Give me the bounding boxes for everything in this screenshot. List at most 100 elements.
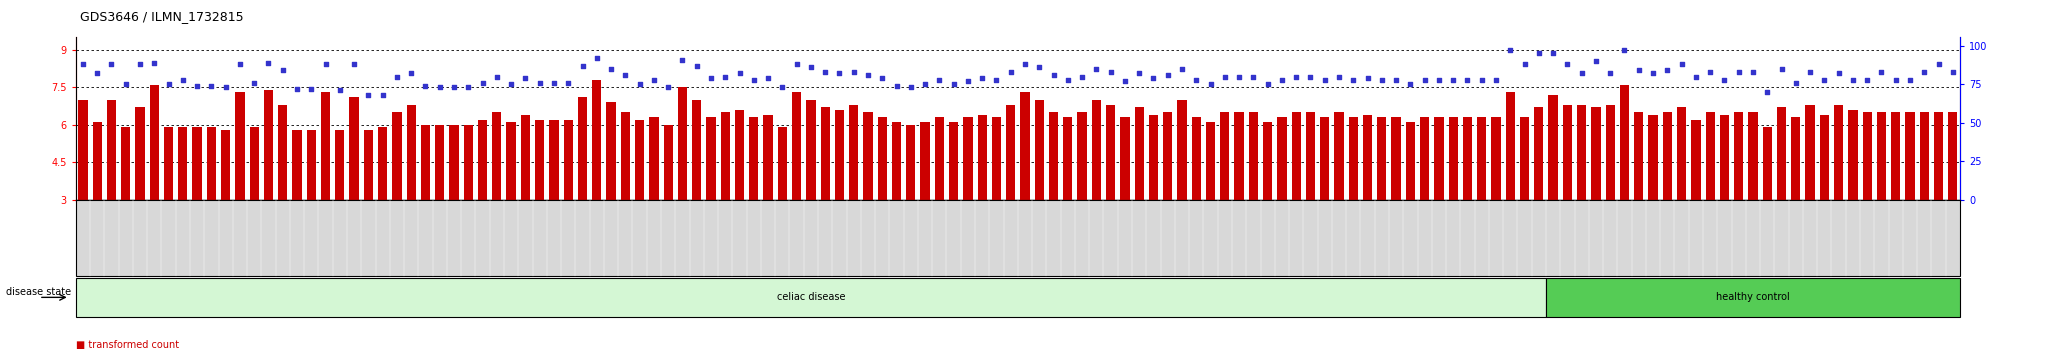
Point xyxy=(295,86,328,92)
Point xyxy=(537,80,569,86)
Bar xyxy=(592,80,602,200)
Bar xyxy=(1778,107,1786,200)
Bar xyxy=(1563,105,1573,200)
Bar xyxy=(1077,112,1087,200)
Bar xyxy=(1806,105,1815,200)
Point xyxy=(551,80,584,86)
Point xyxy=(780,61,813,67)
Bar xyxy=(977,115,987,200)
Point xyxy=(909,81,942,87)
Bar xyxy=(963,117,973,200)
Point xyxy=(166,77,199,82)
Bar xyxy=(1720,115,1729,200)
Point xyxy=(1765,66,1798,72)
Point xyxy=(367,92,399,98)
Point xyxy=(737,77,770,82)
Bar xyxy=(178,127,188,200)
Point xyxy=(453,85,485,90)
Point xyxy=(1352,75,1384,81)
Point xyxy=(1008,61,1040,67)
Bar xyxy=(764,115,772,200)
Point xyxy=(752,75,784,81)
Point xyxy=(424,85,457,90)
Bar xyxy=(1376,117,1386,200)
Point xyxy=(766,85,799,90)
Point xyxy=(651,85,684,90)
Point xyxy=(1108,78,1141,84)
Bar xyxy=(692,100,700,200)
Bar xyxy=(821,107,829,200)
Point xyxy=(1208,74,1241,79)
Point xyxy=(594,66,627,72)
Point xyxy=(1737,69,1769,75)
Bar xyxy=(520,115,530,200)
Point xyxy=(1395,81,1427,87)
Point xyxy=(266,68,299,73)
Point xyxy=(1923,61,1956,67)
Point xyxy=(1065,74,1098,79)
Bar xyxy=(563,120,573,200)
Bar xyxy=(721,112,729,200)
Point xyxy=(1137,75,1169,81)
Bar xyxy=(506,122,516,200)
Point xyxy=(1622,68,1655,73)
Bar xyxy=(1606,105,1616,200)
Point xyxy=(1937,69,1970,75)
Bar xyxy=(1221,112,1229,200)
Point xyxy=(1636,70,1669,76)
Point xyxy=(565,63,598,69)
Point xyxy=(1180,77,1212,82)
Bar xyxy=(1905,112,1915,200)
Point xyxy=(881,83,913,88)
Point xyxy=(1309,77,1341,82)
Point xyxy=(1837,77,1870,82)
Point xyxy=(1909,69,1942,75)
Point xyxy=(1438,77,1470,82)
Bar xyxy=(1034,100,1044,200)
Point xyxy=(1894,77,1927,82)
Point xyxy=(623,81,655,87)
Bar xyxy=(78,100,88,200)
Bar xyxy=(1264,122,1272,200)
Bar xyxy=(1405,122,1415,200)
Bar xyxy=(1948,112,1958,200)
Point xyxy=(109,81,141,87)
Bar xyxy=(1876,112,1886,200)
Point xyxy=(580,55,612,61)
Point xyxy=(1823,70,1855,76)
Bar xyxy=(1307,112,1315,200)
Text: GDS3646 / ILMN_1732815: GDS3646 / ILMN_1732815 xyxy=(80,10,244,23)
Point xyxy=(1479,77,1511,82)
Bar xyxy=(106,100,117,200)
Bar xyxy=(1235,112,1243,200)
Bar xyxy=(750,117,758,200)
Point xyxy=(1266,77,1298,82)
Bar xyxy=(1792,117,1800,200)
Bar xyxy=(379,127,387,200)
Point xyxy=(981,77,1014,82)
Point xyxy=(666,57,698,62)
Bar xyxy=(393,112,401,200)
Point xyxy=(281,86,313,92)
Point xyxy=(510,75,543,81)
Bar xyxy=(778,127,786,200)
Point xyxy=(967,75,999,81)
Bar xyxy=(807,100,815,200)
Point xyxy=(223,61,256,67)
Bar xyxy=(707,117,715,200)
Bar xyxy=(408,105,416,200)
Bar xyxy=(905,125,915,200)
Bar xyxy=(621,112,631,200)
Bar xyxy=(1692,120,1700,200)
Bar xyxy=(1448,117,1458,200)
Bar xyxy=(1534,107,1544,200)
Point xyxy=(809,69,842,75)
Bar xyxy=(649,117,659,200)
Bar xyxy=(477,120,487,200)
Point xyxy=(852,72,885,78)
Point xyxy=(823,70,856,76)
Bar xyxy=(1591,107,1602,200)
Point xyxy=(1223,74,1255,79)
Point xyxy=(1022,64,1055,70)
Bar xyxy=(879,117,887,200)
